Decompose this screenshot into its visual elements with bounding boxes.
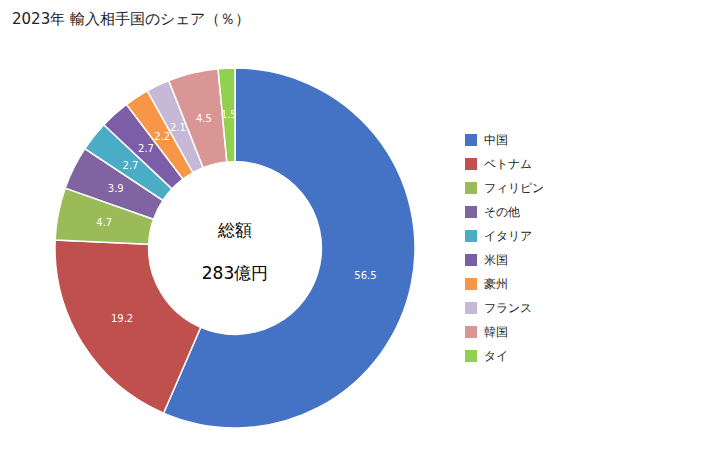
legend-label: その他 [484,205,520,219]
legend-swatch [465,254,477,266]
legend: 中国ベトナムフィリピンその他イタリア米国豪州フランス韓国タイ [465,133,544,363]
legend-label: 豪州 [484,277,508,291]
legend-item: 豪州 [465,277,508,291]
legend-swatch [465,134,477,146]
legend-item: 中国 [465,133,508,147]
legend-label: 米国 [484,253,508,267]
legend-item: フィリピン [465,181,544,195]
legend-item: フランス [465,301,532,315]
chart-title: 2023年 輸入相手国のシェア（％） [12,10,250,28]
legend-swatch [465,158,477,170]
data-label: 56.5 [354,270,376,281]
slices [55,68,415,428]
legend-label: ベトナム [484,157,532,171]
slice [164,68,415,428]
plot: 56.519.24.73.92.72.72.22.14.51.5総額283億円 [55,68,415,428]
legend-item: 米国 [465,253,508,267]
data-label: 1.5 [221,109,237,120]
legend-item: イタリア [465,229,532,243]
legend-item: 韓国 [465,325,508,339]
legend-item: タイ [465,349,508,363]
data-label: 2.1 [170,122,186,133]
chart-root: 2023年 輸入相手国のシェア（％）56.519.24.73.92.72.72.… [0,0,728,450]
legend-swatch [465,326,477,338]
legend-label: タイ [484,349,508,363]
data-label: 19.2 [111,313,133,324]
legend-swatch [465,278,477,290]
legend-swatch [465,350,477,362]
center-label: 総額 [217,220,252,240]
data-label: 4.7 [96,217,112,228]
center-label: 283億円 [202,263,268,283]
data-label: 2.7 [123,160,139,171]
data-label: 4.5 [196,113,212,124]
data-labels: 56.519.24.73.92.72.72.22.14.51.5 [96,109,376,324]
legend-item: ベトナム [465,157,532,171]
data-label: 3.9 [108,183,124,194]
data-label: 2.2 [154,131,170,142]
legend-swatch [465,230,477,242]
legend-label: 中国 [484,133,508,147]
legend-label: イタリア [484,229,532,243]
legend-label: フランス [484,301,532,315]
data-label: 2.7 [138,143,154,154]
slice [55,240,201,413]
legend-label: 韓国 [484,325,508,339]
legend-swatch [465,182,477,194]
legend-item: その他 [465,205,520,219]
legend-swatch [465,206,477,218]
slice [169,69,227,168]
legend-label: フィリピン [484,181,544,195]
legend-swatch [465,302,477,314]
